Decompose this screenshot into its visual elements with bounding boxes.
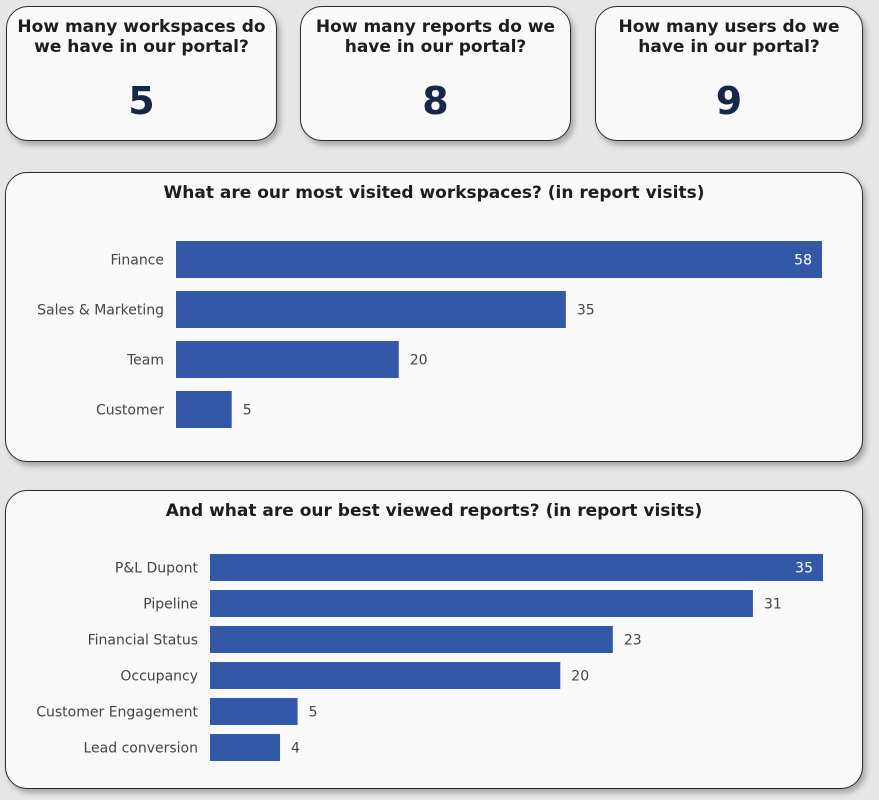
category-label: Sales & Marketing — [37, 303, 164, 319]
bar[interactable] — [210, 626, 613, 653]
kpi-question-line: have in our portal? — [344, 37, 527, 57]
kpi-question: How many workspaces do we have in our po… — [7, 17, 276, 57]
kpi-question-line: How many reports do we — [315, 17, 556, 37]
bar[interactable] — [210, 662, 561, 689]
kpi-question: How many reports do we have in our porta… — [301, 17, 570, 57]
category-label: Pipeline — [143, 597, 198, 613]
category-label: Finance — [110, 253, 164, 269]
kpi-card-users: How many users do we have in our portal?… — [595, 6, 863, 141]
data-label: 4 — [291, 741, 300, 757]
reports-bar-chart: P&L Dupont 35 Pipeline 31 Financial Status 23… — [36, 554, 823, 761]
bar[interactable] — [210, 734, 281, 761]
category-label: Team — [126, 353, 164, 369]
category-label: Lead conversion — [84, 741, 199, 757]
data-label: 5 — [243, 403, 252, 419]
bar[interactable] — [176, 241, 822, 278]
data-label: 23 — [624, 633, 642, 649]
kpi-question-line: How many users do we — [618, 17, 840, 37]
data-label: 35 — [795, 561, 813, 577]
kpi-card-workspaces: How many workspaces do we have in our po… — [6, 6, 277, 141]
data-label: 35 — [577, 303, 595, 319]
category-label: Customer Engagement — [36, 705, 198, 721]
category-label: Occupancy — [120, 669, 198, 685]
bar[interactable] — [176, 291, 566, 328]
kpi-question-line: have in our portal? — [638, 37, 820, 57]
kpi-question-line: How many workspaces do — [17, 17, 266, 37]
chart-title: And what are our best viewed reports? (i… — [165, 501, 703, 521]
reports-chart-card: And what are our best viewed reports? (i… — [5, 490, 863, 789]
category-label: Customer — [96, 403, 164, 419]
chart-title: What are our most visited workspaces? (i… — [163, 183, 705, 203]
data-label: 5 — [309, 705, 318, 721]
workspaces-bar-chart: Finance 58 Sales & Marketing 35 Team 20 Custom… — [37, 241, 822, 428]
bar[interactable] — [210, 590, 753, 617]
kpi-value: 9 — [715, 79, 743, 123]
kpi-card-reports: How many reports do we have in our porta… — [300, 6, 571, 141]
data-label: 58 — [794, 253, 812, 269]
data-label: 31 — [764, 597, 782, 613]
workspaces-chart-card: What are our most visited workspaces? (i… — [5, 172, 863, 462]
kpi-question: How many users do we have in our portal? — [596, 17, 862, 57]
category-label: Financial Status — [88, 633, 198, 649]
bar[interactable] — [210, 698, 298, 725]
bar[interactable] — [176, 341, 399, 378]
data-label: 20 — [571, 669, 589, 685]
kpi-value: 5 — [128, 79, 155, 123]
kpi-value: 8 — [422, 79, 449, 123]
data-label: 20 — [410, 353, 428, 369]
bar[interactable] — [210, 554, 823, 581]
category-label: P&L Dupont — [115, 561, 199, 577]
kpi-question-line: we have in our portal? — [34, 37, 249, 57]
bar[interactable] — [176, 391, 232, 428]
